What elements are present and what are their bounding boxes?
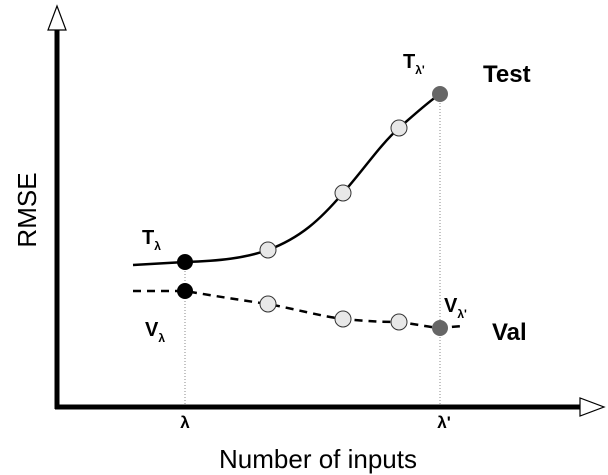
point	[334, 310, 352, 328]
point-label: Tλ'	[403, 51, 425, 77]
point	[390, 313, 408, 331]
val-curve	[133, 289, 463, 330]
point	[259, 241, 277, 259]
point	[432, 86, 448, 102]
point-label: Vλ	[145, 319, 165, 345]
series-label: Val	[492, 319, 527, 346]
point	[177, 254, 193, 270]
point	[432, 320, 448, 336]
x-axis-arrow	[579, 397, 606, 417]
point-label: Vλ'	[444, 295, 467, 321]
series-label: Test	[483, 61, 531, 88]
test-curve	[132, 92, 441, 267]
point	[334, 184, 352, 202]
point-label: Tλ	[142, 227, 161, 253]
y-axis-label: RMSE	[12, 172, 42, 247]
x-tick-label: λ	[180, 413, 190, 432]
point	[390, 119, 408, 137]
point	[177, 283, 193, 299]
point	[259, 295, 277, 313]
x-axis-label: Number of inputs	[219, 444, 417, 474]
x-tick-label: λ'	[437, 413, 451, 432]
y-axis-arrow	[47, 4, 67, 31]
